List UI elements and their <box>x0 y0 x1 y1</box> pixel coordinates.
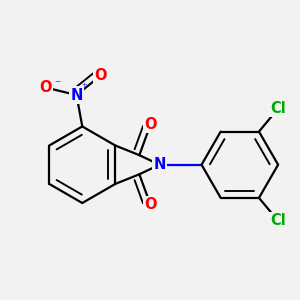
Text: Cl: Cl <box>270 101 286 116</box>
Text: O: O <box>144 197 157 212</box>
Text: O: O <box>39 80 51 95</box>
Text: N: N <box>70 88 83 103</box>
Text: $^{-}$: $^{-}$ <box>54 80 62 89</box>
Text: N: N <box>153 157 166 172</box>
Text: $^{+}$: $^{+}$ <box>81 82 88 92</box>
Text: Cl: Cl <box>270 213 286 228</box>
Text: O: O <box>94 68 106 83</box>
Text: O: O <box>144 117 157 132</box>
